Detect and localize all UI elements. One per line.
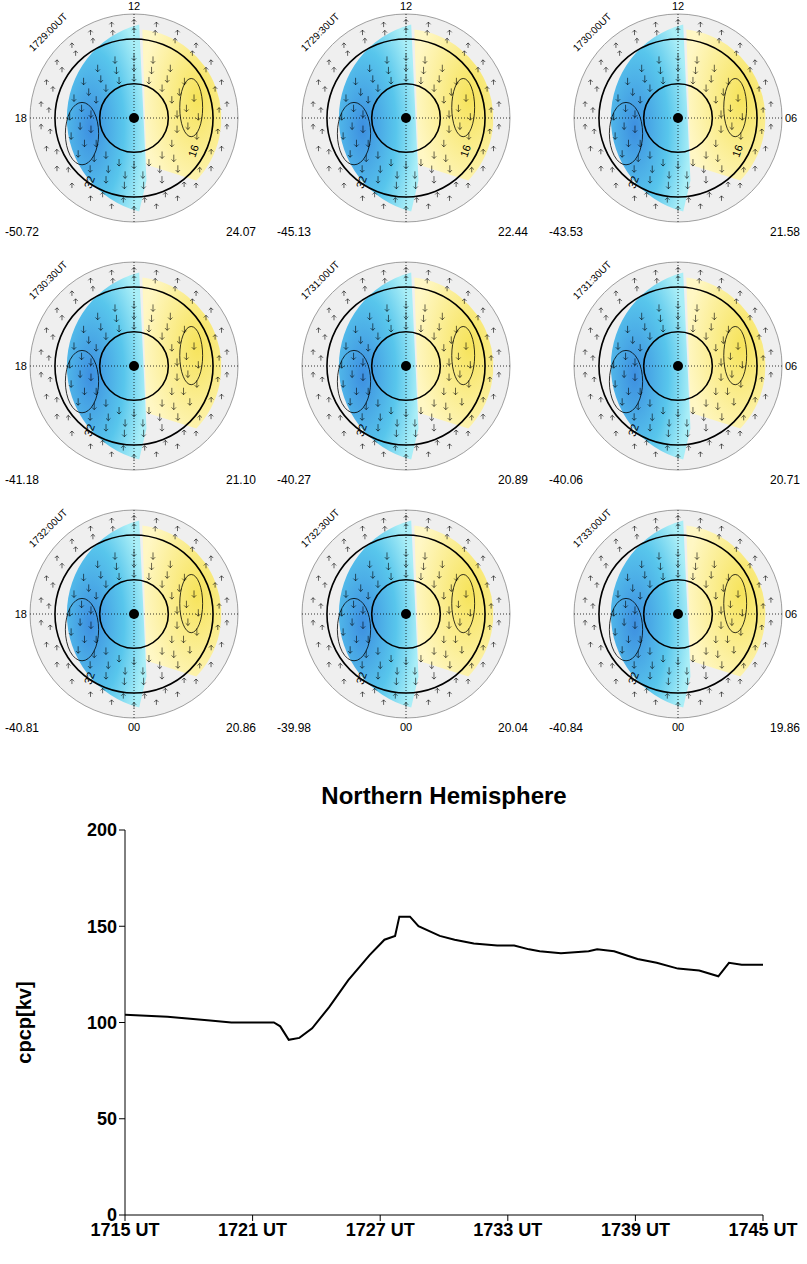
svg-text:1721 UT: 1721 UT bbox=[218, 1220, 287, 1240]
svg-text:200: 200 bbox=[87, 820, 117, 840]
svg-text:1727 UT: 1727 UT bbox=[346, 1220, 415, 1240]
svg-text:-43.53: -43.53 bbox=[549, 225, 583, 239]
svg-text:1715 UT: 1715 UT bbox=[90, 1220, 159, 1240]
svg-text:-40.06: -40.06 bbox=[549, 473, 583, 487]
svg-text:32: 32 bbox=[82, 670, 97, 686]
svg-text:19.86: 19.86 bbox=[770, 721, 800, 735]
svg-text:-50.72: -50.72 bbox=[5, 225, 39, 239]
svg-text:1729:30UT: 1729:30UT bbox=[299, 11, 342, 54]
svg-text:32: 32 bbox=[626, 174, 641, 190]
svg-text:-41.18: -41.18 bbox=[5, 473, 39, 487]
svg-text:12: 12 bbox=[128, 0, 140, 12]
svg-text:18: 18 bbox=[15, 112, 27, 124]
svg-text:1729:00UT: 1729:00UT bbox=[27, 11, 70, 54]
svg-text:12: 12 bbox=[672, 0, 684, 12]
svg-text:00: 00 bbox=[400, 721, 412, 733]
svg-text:cpcp[kv]: cpcp[kv] bbox=[13, 981, 35, 1063]
svg-text:32: 32 bbox=[354, 174, 369, 190]
svg-text:00: 00 bbox=[672, 721, 684, 733]
svg-text:18: 18 bbox=[15, 608, 27, 620]
svg-text:-40.84: -40.84 bbox=[549, 721, 583, 735]
svg-text:-40.81: -40.81 bbox=[5, 721, 39, 735]
svg-text:1733:00UT: 1733:00UT bbox=[571, 507, 614, 550]
svg-text:21.10: 21.10 bbox=[226, 473, 256, 487]
svg-text:16: 16 bbox=[730, 143, 745, 159]
svg-text:32: 32 bbox=[82, 174, 97, 190]
svg-text:06: 06 bbox=[785, 112, 797, 124]
svg-text:18: 18 bbox=[15, 360, 27, 372]
svg-text:32: 32 bbox=[626, 670, 641, 686]
svg-text:32: 32 bbox=[626, 422, 641, 438]
svg-text:1739 UT: 1739 UT bbox=[601, 1220, 670, 1240]
svg-text:24.07: 24.07 bbox=[226, 225, 256, 239]
svg-text:20.04: 20.04 bbox=[498, 721, 528, 735]
svg-text:1733 UT: 1733 UT bbox=[473, 1220, 542, 1240]
svg-text:16: 16 bbox=[186, 143, 201, 159]
svg-text:1745 UT: 1745 UT bbox=[728, 1220, 797, 1240]
svg-text:150: 150 bbox=[87, 917, 117, 937]
svg-text:16: 16 bbox=[458, 143, 473, 159]
svg-text:1731:30UT: 1731:30UT bbox=[571, 259, 614, 302]
svg-text:00: 00 bbox=[128, 721, 140, 733]
svg-text:-45.13: -45.13 bbox=[277, 225, 311, 239]
svg-text:20.71: 20.71 bbox=[770, 473, 800, 487]
svg-text:1732:00UT: 1732:00UT bbox=[27, 507, 70, 550]
svg-text:22.44: 22.44 bbox=[498, 225, 528, 239]
svg-text:1731:00UT: 1731:00UT bbox=[299, 259, 342, 302]
svg-text:100: 100 bbox=[87, 1013, 117, 1033]
svg-text:1730:30UT: 1730:30UT bbox=[27, 259, 70, 302]
svg-text:50: 50 bbox=[97, 1109, 117, 1129]
svg-text:32: 32 bbox=[354, 422, 369, 438]
svg-text:20.89: 20.89 bbox=[498, 473, 528, 487]
svg-text:12: 12 bbox=[400, 0, 412, 12]
svg-text:0: 0 bbox=[107, 1205, 117, 1225]
svg-text:32: 32 bbox=[82, 422, 97, 438]
svg-text:32: 32 bbox=[354, 670, 369, 686]
svg-text:20.86: 20.86 bbox=[226, 721, 256, 735]
svg-text:1732:30UT: 1732:30UT bbox=[299, 507, 342, 550]
svg-text:1730:00UT: 1730:00UT bbox=[571, 11, 614, 54]
svg-text:-39.98: -39.98 bbox=[277, 721, 311, 735]
svg-text:06: 06 bbox=[785, 608, 797, 620]
svg-text:06: 06 bbox=[785, 360, 797, 372]
svg-text:-40.27: -40.27 bbox=[277, 473, 311, 487]
svg-text:21.58: 21.58 bbox=[770, 225, 800, 239]
html-text:Northern Hemisphere: Northern Hemisphere bbox=[321, 782, 567, 809]
